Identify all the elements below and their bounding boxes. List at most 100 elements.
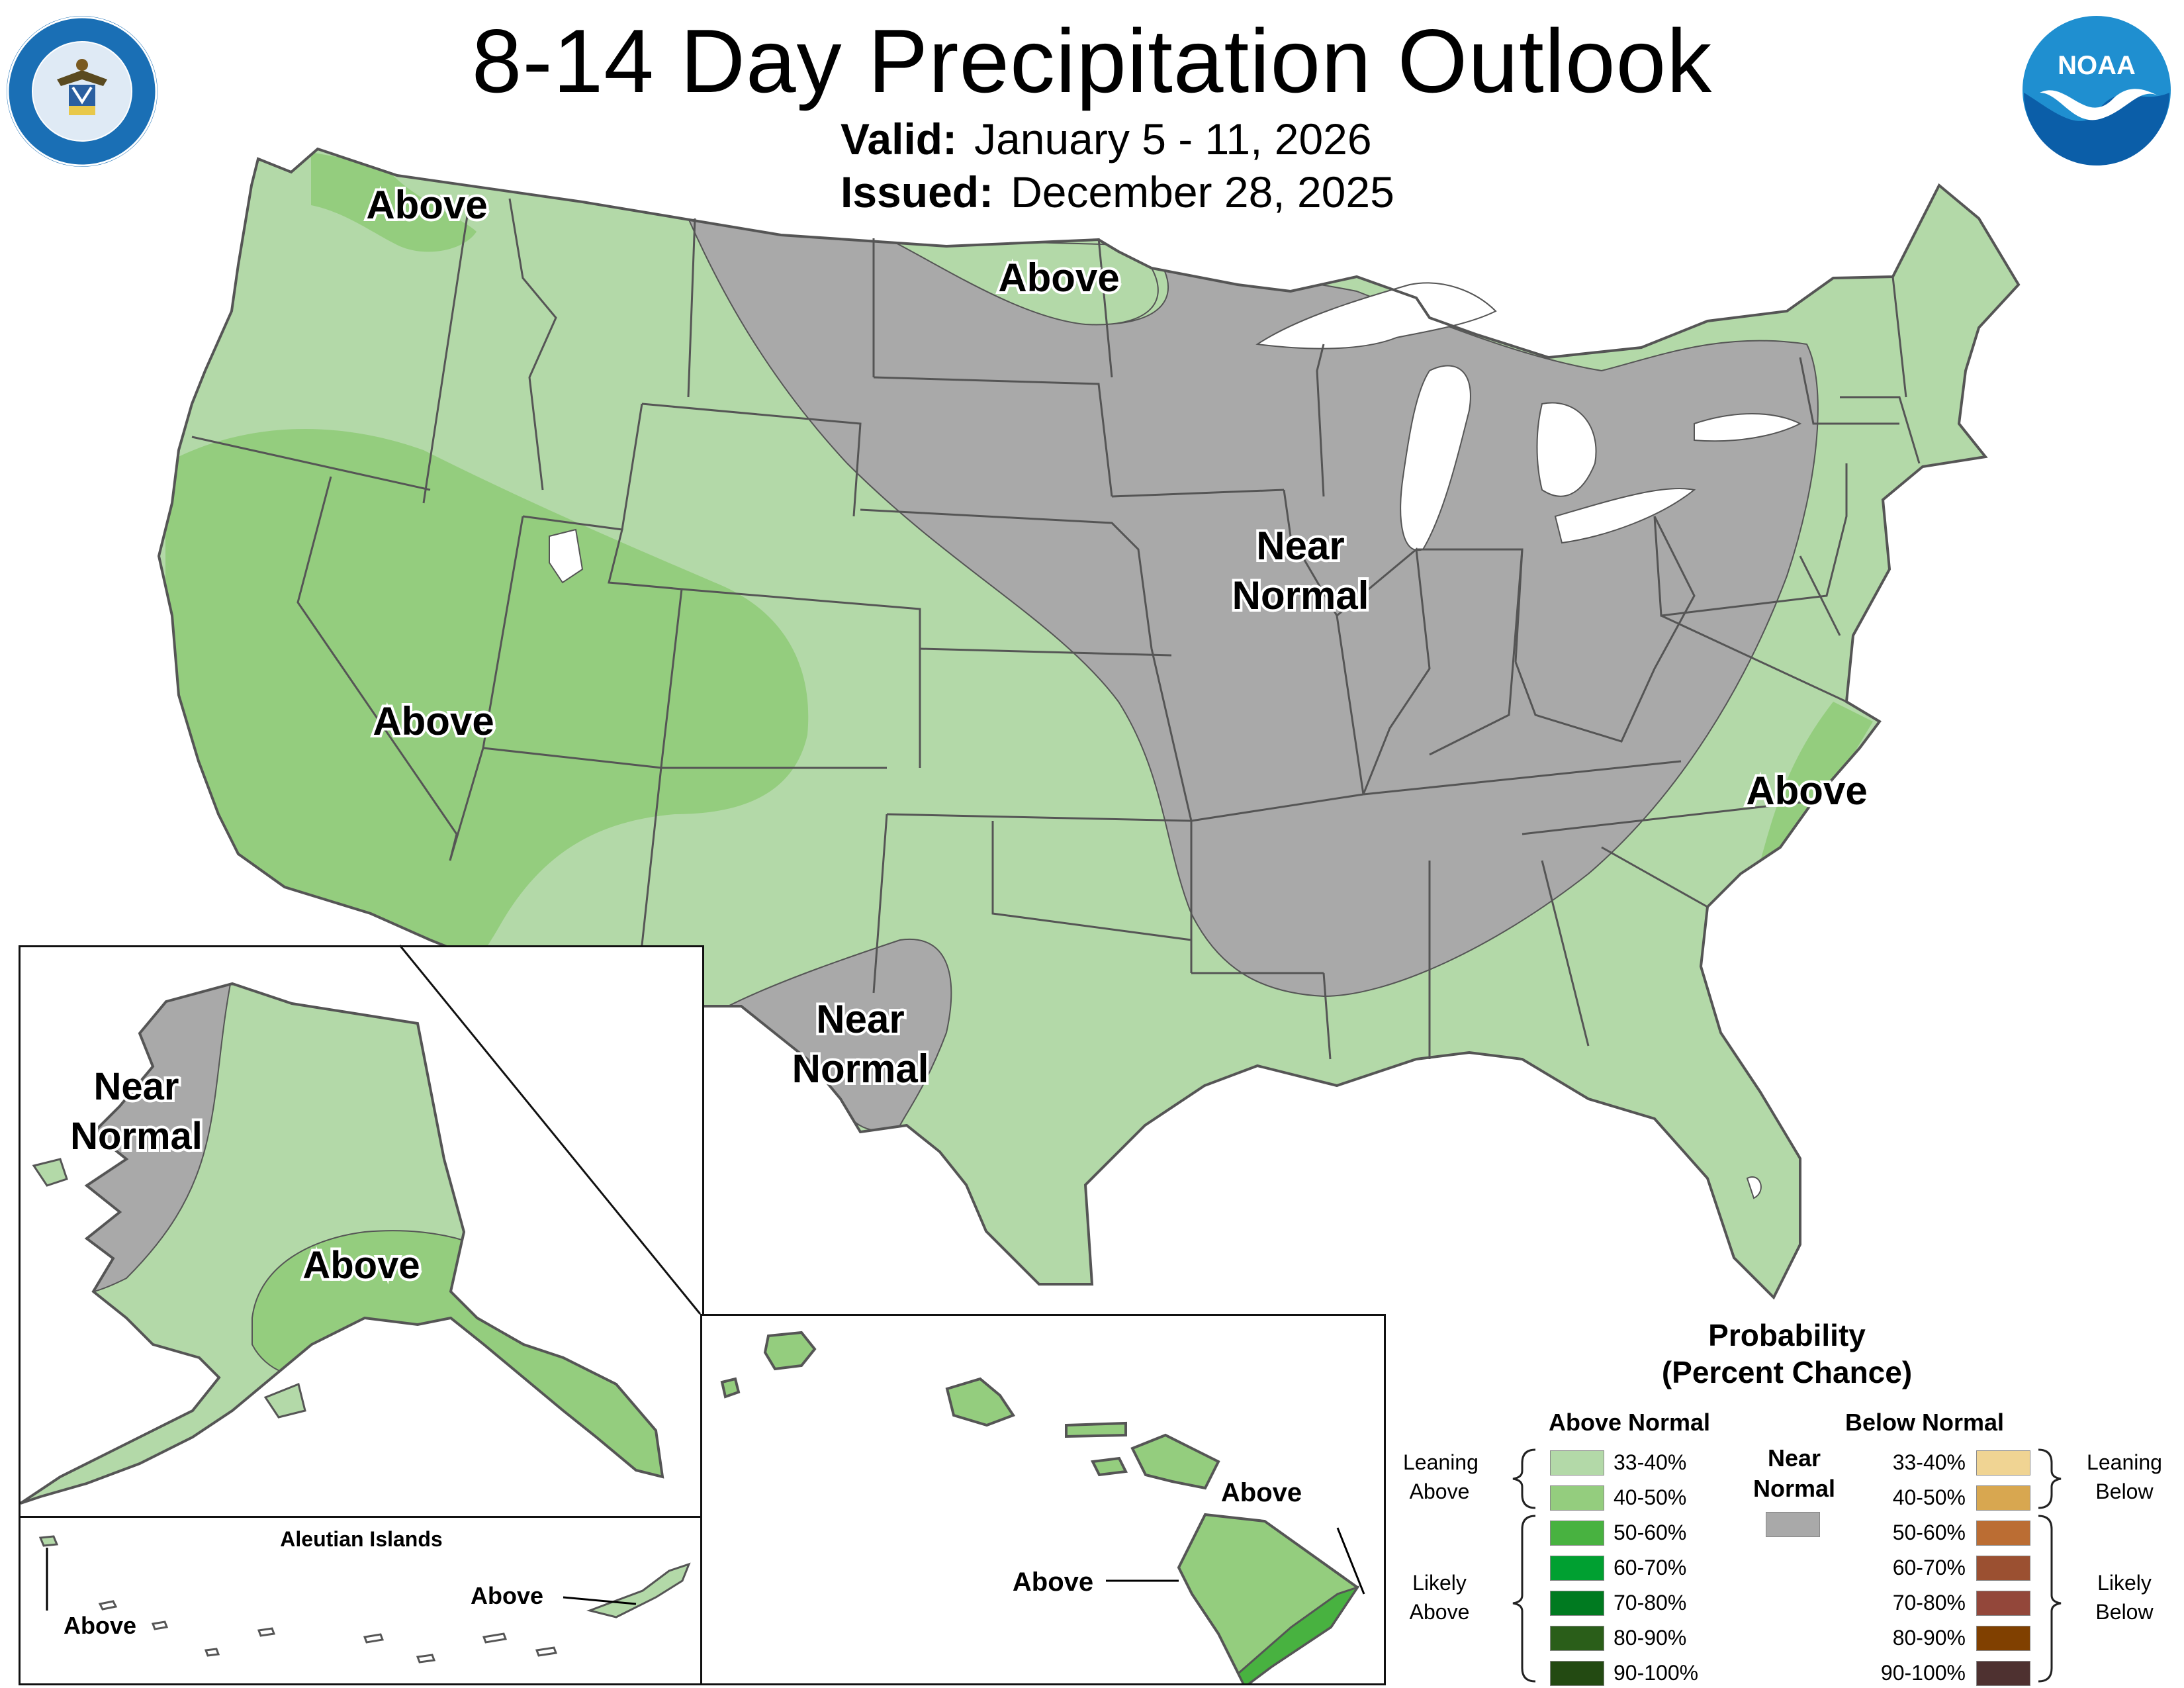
label-aleutian-above-1: Above [64,1612,136,1639]
label-west-above: Above [373,699,494,743]
label-alaska-near: Near [94,1065,179,1108]
legend-above-swatch [1550,1556,1604,1581]
legend-likely-above-2: Above [1409,1600,1470,1624]
legend-near-header-2: Normal [1752,1475,1836,1502]
legend-below-swatch [1976,1626,2030,1651]
aleutian-map: Above Above [38,1535,691,1664]
lake-ontario [1694,413,1802,442]
hawaii-inset: Above Above [700,1314,1386,1688]
valid-date: January 5 - 11, 2026 [974,115,1372,164]
legend-above-swatch [1550,1450,1604,1476]
legend-below-swatch [1976,1556,2030,1581]
great-salt-lake [549,528,584,584]
issued-line: Issued: December 28, 2025 [841,167,1394,217]
legend-below-label: 50-60% [1892,1521,1966,1544]
legend-likely-below-1: Likely [2097,1571,2152,1595]
legend-below-label: 70-80% [1892,1591,1966,1615]
legend-leaning-above-1: Leaning [1403,1450,1479,1474]
legend-above-swatch [1550,1626,1604,1651]
legend: Probability (Percent Chance) Above Norma… [1403,1317,2171,1688]
hawaii-map: Above Above [720,1331,1365,1688]
legend-above-swatch [1550,1661,1604,1686]
legend-below-header: Below Normal [1845,1409,2005,1436]
north-plains-above-region [886,238,1159,326]
commerce-seal-icon [7,16,158,167]
legend-above-label: 70-80% [1614,1591,1687,1615]
legend-below-label: 40-50% [1892,1485,1966,1509]
legend-above-swatch [1550,1521,1604,1546]
valid-label: Valid: [841,115,958,164]
above-40-50-pnw [311,152,477,252]
legend-above-swatch [1550,1591,1604,1616]
label-alaska-above: Above [302,1244,420,1287]
legend-near-swatch [1766,1512,1820,1537]
legend-leaning-above-2: Above [1409,1479,1470,1503]
label-texas-near: Near [816,997,904,1041]
legend-above-label: 60-70% [1614,1556,1687,1579]
legend-above-label: 40-50% [1614,1485,1687,1509]
st-lawrence-island [32,1158,68,1187]
legend-above-label: 50-60% [1614,1521,1687,1544]
above-40-50-west [165,428,809,993]
noaa-logo-icon: NOAA [2023,16,2171,165]
legend-likely-below-2: Below [2095,1600,2154,1624]
aleutian-title: Aleutian Islands [280,1527,443,1551]
kauai-island [763,1331,817,1371]
legend-below-swatch [1976,1661,2030,1686]
label-hawaii-above-1: Above [1221,1478,1302,1507]
lake-okeechobee [1746,1176,1762,1199]
alaska-inset: Near Normal Above [19,945,704,1525]
legend-leaning-below-1: Leaning [2087,1450,2162,1474]
label-texas-normal: Normal [792,1047,929,1091]
issued-date: December 28, 2025 [1011,167,1394,216]
legend-below-swatch [1976,1521,2030,1546]
noaa-logo-text: NOAA [2058,51,2136,80]
legend-below-label: 80-90% [1892,1626,1966,1650]
legend-below-swatch [1976,1485,2030,1511]
legend-below-label: 90-100% [1880,1661,1966,1685]
issued-label: Issued: [841,167,994,216]
legend-leaning-below-2: Below [2095,1479,2154,1503]
legend-above-label: 90-100% [1614,1661,1699,1685]
legend-likely-above-1: Likely [1412,1571,1467,1595]
legend-title-1: Probability [1708,1318,1866,1352]
legend-above-swatch [1550,1485,1604,1511]
legend-below-label: 33-40% [1892,1450,1966,1474]
legend-near-header-1: Near [1767,1444,1821,1472]
big-island-above-50-60 [1237,1585,1360,1688]
legend-above-label: 33-40% [1614,1450,1687,1474]
label-central-near: Near [1256,524,1344,568]
legend-below-swatch [1976,1591,2030,1616]
label-carolina-above: Above [1746,769,1867,813]
label-central-normal: Normal [1232,573,1369,618]
legend-below-label: 60-70% [1892,1556,1966,1579]
oahu-island [945,1377,1016,1427]
niihau-island [720,1377,741,1399]
alaska-map: Near Normal Above [19,982,664,1505]
legend-above-label: 80-90% [1614,1626,1687,1650]
molokai-island [1065,1421,1127,1438]
lake-superior [1255,282,1497,350]
lake-huron [1536,402,1597,497]
kodiak-island [263,1382,306,1419]
label-hawaii-above-2: Above [1013,1568,1093,1597]
near-normal-central [687,217,1819,998]
state-boundaries [157,147,2021,1300]
label-alaska-normal: Normal [70,1115,203,1158]
above-40-50-nc [1760,702,1873,861]
legend-title-2: (Percent Chance) [1661,1355,1913,1389]
page-title: 8-14 Day Precipitation Outlook [471,11,1713,111]
label-aleutian-above-2: Above [471,1582,543,1609]
label-pnw-above: Above [366,183,487,227]
legend-brackets [1512,1448,2062,1683]
legend-below-swatch [1976,1450,2030,1476]
legend-above-header: Above Normal [1549,1409,1711,1436]
aleutian-inset: Aleutian Islands Above Above [19,1516,704,1685]
lanai-island [1090,1456,1128,1477]
alaska-outline [19,982,664,1505]
lake-erie [1554,488,1696,544]
label-north-plains-above: Above [998,256,1119,300]
maui-island [1130,1433,1220,1490]
